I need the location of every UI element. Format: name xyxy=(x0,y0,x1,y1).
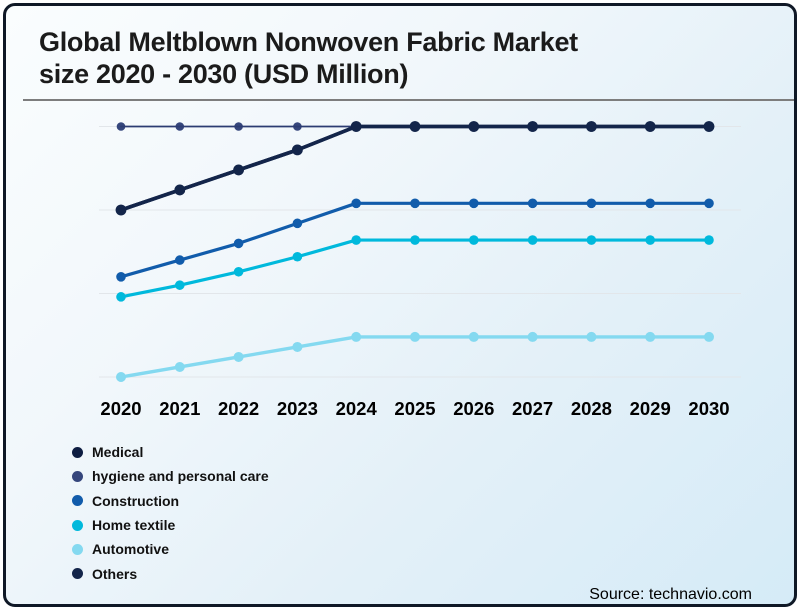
series-marker-construction xyxy=(351,198,362,209)
series-marker-others xyxy=(174,184,186,196)
series-marker-home-textile xyxy=(527,235,538,245)
series-marker-construction xyxy=(645,198,655,209)
series-marker-automotive xyxy=(645,331,656,342)
series-marker-others xyxy=(644,121,656,132)
x-tick-label: 2022 xyxy=(218,398,259,419)
series-marker-home-textile xyxy=(704,235,714,245)
page-title-line1: Global Meltblown Nonwoven Fabric Market xyxy=(39,27,578,57)
series-marker-home-textile xyxy=(233,266,244,277)
series-marker-others xyxy=(350,121,362,132)
series-marker-automotive xyxy=(586,331,597,342)
legend-item-hygiene-and-personal-care: hygiene and personal care xyxy=(72,464,269,488)
legend-label: Medical xyxy=(92,444,144,461)
series-marker-home-textile xyxy=(586,235,597,245)
series-marker-others xyxy=(115,204,127,216)
x-tick-label: 2030 xyxy=(688,398,729,419)
series-marker-construction xyxy=(292,218,303,229)
series-marker-automotive xyxy=(527,331,538,342)
series-marker-automotive xyxy=(233,351,244,362)
series-marker-automotive xyxy=(704,331,714,342)
legend-dot-icon xyxy=(72,543,83,555)
x-tick-label: 2028 xyxy=(571,398,612,419)
legend-label: hygiene and personal care xyxy=(92,468,269,485)
series-marker-construction xyxy=(116,272,126,282)
series-marker-home-textile xyxy=(292,251,303,262)
x-tick-label: 2025 xyxy=(394,398,435,419)
legend-dot-icon xyxy=(72,470,83,482)
series-marker-home-textile xyxy=(116,292,126,302)
source-attribution: Source: technavio.com xyxy=(589,586,752,603)
series-marker-home-textile xyxy=(645,235,655,245)
legend-item-medical: Medical xyxy=(72,440,269,464)
series-marker-home-textile xyxy=(469,235,479,245)
series-marker-construction xyxy=(175,255,185,265)
title-divider xyxy=(23,99,794,101)
series-marker-automotive xyxy=(410,331,420,342)
legend-dot-icon xyxy=(72,446,83,458)
series-marker-construction xyxy=(410,198,420,209)
series-marker-automotive xyxy=(174,361,185,372)
page-title: Global Meltblown Nonwoven Fabric Market … xyxy=(39,26,769,90)
series-marker-others xyxy=(586,121,597,132)
x-tick-label: 2027 xyxy=(512,398,553,419)
chart-legend: Medical hygiene and personal care Construc… xyxy=(72,440,269,586)
series-marker-construction xyxy=(704,198,714,209)
series-marker-others xyxy=(468,121,480,132)
x-tick-label: 2029 xyxy=(630,398,671,419)
legend-item-automotive: Automotive xyxy=(72,537,269,561)
series-marker-construction xyxy=(586,198,597,209)
x-tick-label: 2021 xyxy=(159,398,200,419)
series-marker-home-textile xyxy=(410,235,420,245)
series-marker-home-textile xyxy=(175,280,185,290)
series-marker-others xyxy=(703,121,715,132)
line-chart: 2020 2021 2022 2023 2024 2025 2026 2027 2028 2029… xyxy=(99,121,741,419)
series-marker-home-textile xyxy=(351,235,362,245)
infographic-frame: Global Meltblown Nonwoven Fabric Market … xyxy=(3,3,797,607)
legend-label: Others xyxy=(92,565,138,582)
series-marker-others xyxy=(292,144,303,156)
legend-item-construction: Construction xyxy=(72,489,269,513)
series-marker-automotive xyxy=(351,331,362,342)
series-marker-others xyxy=(527,121,538,132)
series-line-others xyxy=(119,124,711,212)
legend-item-home-textile: Home textile xyxy=(72,513,269,537)
x-tick-label: 2026 xyxy=(453,398,494,419)
series-marker-others xyxy=(409,121,421,132)
series-marker-automotive xyxy=(468,331,479,342)
series-line-medical xyxy=(119,124,711,212)
legend-dot-icon xyxy=(72,519,83,531)
series-marker-automotive xyxy=(292,341,303,352)
legend-dot-icon xyxy=(72,495,83,507)
series-line-automotive xyxy=(119,335,711,379)
legend-dot-icon xyxy=(72,568,83,580)
page-title-line2: size 2020 - 2030 (USD Million) xyxy=(39,59,409,89)
x-tick-label: 2020 xyxy=(100,398,141,419)
series-marker-construction xyxy=(527,198,538,209)
series-marker-automotive xyxy=(116,372,126,382)
series-marker-others xyxy=(233,164,245,176)
x-tick-label: 2023 xyxy=(277,398,318,419)
series-marker-construction xyxy=(233,238,244,249)
legend-item-others: Others xyxy=(72,561,269,585)
x-tick-label: 2024 xyxy=(336,398,378,419)
legend-label: Construction xyxy=(92,492,180,509)
series-marker-construction xyxy=(469,198,479,209)
legend-label: Home textile xyxy=(92,517,176,534)
series-line-home-textile xyxy=(119,238,711,299)
legend-label: Automotive xyxy=(92,541,169,558)
